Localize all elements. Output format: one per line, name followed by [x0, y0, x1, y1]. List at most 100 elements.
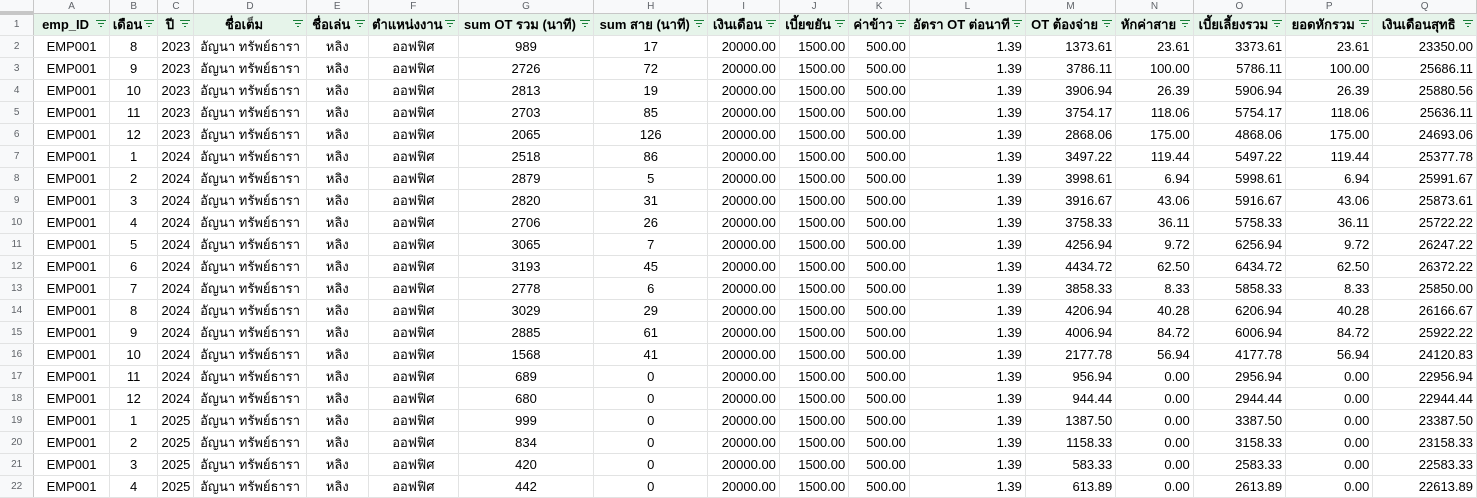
- table-cell[interactable]: 25991.67: [1372, 167, 1477, 190]
- table-cell[interactable]: 0.00: [1115, 431, 1194, 454]
- table-cell[interactable]: 6006.94: [1193, 321, 1287, 344]
- table-cell[interactable]: ออฟฟิศ: [368, 255, 459, 278]
- table-cell[interactable]: ออฟฟิศ: [368, 211, 459, 234]
- table-cell[interactable]: EMP001: [33, 35, 110, 58]
- table-cell[interactable]: หลิง: [306, 101, 369, 124]
- table-cell[interactable]: อัญนา ทรัพย์ธารา: [193, 387, 307, 410]
- table-cell[interactable]: 0.00: [1285, 387, 1374, 410]
- table-cell[interactable]: 2813: [458, 79, 595, 102]
- table-cell[interactable]: หลิง: [306, 475, 369, 498]
- table-cell[interactable]: 6.94: [1115, 167, 1194, 190]
- table-cell[interactable]: 0.00: [1115, 387, 1194, 410]
- column-header-a[interactable]: A: [33, 0, 110, 14]
- table-cell[interactable]: 1.39: [909, 35, 1026, 58]
- table-cell[interactable]: 2025: [157, 431, 195, 454]
- header-cell[interactable]: อัตรา OT ต่อนาที: [909, 13, 1026, 36]
- filter-icon[interactable]: [1359, 19, 1370, 29]
- table-cell[interactable]: 20000.00: [707, 123, 780, 146]
- table-cell[interactable]: 56.94: [1285, 343, 1374, 366]
- table-cell[interactable]: 500.00: [848, 365, 910, 388]
- table-cell[interactable]: อัญนา ทรัพย์ธารา: [193, 475, 307, 498]
- table-cell[interactable]: 1: [109, 145, 159, 168]
- table-cell[interactable]: อัญนา ทรัพย์ธารา: [193, 233, 307, 256]
- table-cell[interactable]: 1500.00: [779, 343, 850, 366]
- table-cell[interactable]: 23158.33: [1372, 431, 1477, 454]
- table-cell[interactable]: 2024: [157, 211, 195, 234]
- table-cell[interactable]: อัญนา ทรัพย์ธารา: [193, 35, 307, 58]
- table-cell[interactable]: 4206.94: [1025, 299, 1117, 322]
- header-cell[interactable]: ตำแหน่งงาน: [368, 13, 459, 36]
- table-cell[interactable]: 12: [109, 387, 159, 410]
- table-cell[interactable]: 3754.17: [1025, 101, 1117, 124]
- table-cell[interactable]: 1.39: [909, 431, 1026, 454]
- table-cell[interactable]: 7: [593, 233, 709, 256]
- table-cell[interactable]: 84.72: [1115, 321, 1194, 344]
- table-cell[interactable]: 3497.22: [1025, 145, 1117, 168]
- table-cell[interactable]: 2944.44: [1193, 387, 1287, 410]
- table-cell[interactable]: 2024: [157, 321, 195, 344]
- table-cell[interactable]: 1.39: [909, 167, 1026, 190]
- table-cell[interactable]: 2024: [157, 365, 195, 388]
- row-number[interactable]: 16: [0, 343, 35, 366]
- table-cell[interactable]: EMP001: [33, 145, 110, 168]
- table-cell[interactable]: 8: [109, 299, 159, 322]
- table-cell[interactable]: 23.61: [1115, 35, 1194, 58]
- table-cell[interactable]: 36.11: [1285, 211, 1374, 234]
- header-cell[interactable]: เบี้ยขยัน: [779, 13, 850, 36]
- table-cell[interactable]: 3916.67: [1025, 189, 1117, 212]
- table-cell[interactable]: 500.00: [848, 79, 910, 102]
- table-cell[interactable]: 24693.06: [1372, 123, 1477, 146]
- table-cell[interactable]: 6.94: [1285, 167, 1374, 190]
- table-cell[interactable]: 0.00: [1115, 475, 1194, 498]
- table-cell[interactable]: ออฟฟิศ: [368, 123, 459, 146]
- table-cell[interactable]: 20000.00: [707, 167, 780, 190]
- row-number[interactable]: 3: [0, 57, 35, 80]
- table-cell[interactable]: 0: [593, 387, 709, 410]
- table-cell[interactable]: 2025: [157, 475, 195, 498]
- header-cell[interactable]: ชื่อเล่น: [306, 13, 369, 36]
- table-cell[interactable]: อัญนา ทรัพย์ธารา: [193, 277, 307, 300]
- select-all-corner[interactable]: [0, 0, 35, 15]
- table-cell[interactable]: 3906.94: [1025, 79, 1117, 102]
- table-cell[interactable]: 1500.00: [779, 233, 850, 256]
- table-cell[interactable]: 3029: [458, 299, 595, 322]
- table-cell[interactable]: EMP001: [33, 123, 110, 146]
- filter-icon[interactable]: [144, 19, 155, 29]
- table-cell[interactable]: 2024: [157, 233, 195, 256]
- column-header-h[interactable]: H: [593, 0, 709, 14]
- table-cell[interactable]: หลิง: [306, 453, 369, 476]
- table-cell[interactable]: หลิง: [306, 343, 369, 366]
- table-cell[interactable]: 500.00: [848, 255, 910, 278]
- table-cell[interactable]: 1568: [458, 343, 595, 366]
- table-cell[interactable]: 23387.50: [1372, 409, 1477, 432]
- table-cell[interactable]: 118.06: [1285, 101, 1374, 124]
- table-cell[interactable]: 2025: [157, 453, 195, 476]
- table-cell[interactable]: 2024: [157, 277, 195, 300]
- table-cell[interactable]: 2726: [458, 57, 595, 80]
- table-cell[interactable]: 500.00: [848, 233, 910, 256]
- table-cell[interactable]: 999: [458, 409, 595, 432]
- filter-icon[interactable]: [95, 19, 106, 29]
- table-cell[interactable]: 22583.33: [1372, 453, 1477, 476]
- table-cell[interactable]: อัญนา ทรัพย์ธารา: [193, 57, 307, 80]
- table-cell[interactable]: ออฟฟิศ: [368, 145, 459, 168]
- table-cell[interactable]: 3786.11: [1025, 57, 1117, 80]
- table-cell[interactable]: อัญนา ทรัพย์ธารา: [193, 299, 307, 322]
- table-cell[interactable]: 6: [109, 255, 159, 278]
- table-cell[interactable]: 3158.33: [1193, 431, 1287, 454]
- table-cell[interactable]: 1.39: [909, 79, 1026, 102]
- table-cell[interactable]: 1500.00: [779, 123, 850, 146]
- table-cell[interactable]: 0: [593, 431, 709, 454]
- table-cell[interactable]: 2023: [157, 57, 195, 80]
- column-header-g[interactable]: G: [458, 0, 595, 14]
- table-cell[interactable]: 1500.00: [779, 255, 850, 278]
- table-cell[interactable]: 2820: [458, 189, 595, 212]
- row-number[interactable]: 22: [0, 475, 35, 498]
- table-cell[interactable]: 119.44: [1115, 145, 1194, 168]
- table-cell[interactable]: อัญนา ทรัพย์ธารา: [193, 343, 307, 366]
- table-cell[interactable]: 1.39: [909, 299, 1026, 322]
- table-cell[interactable]: 4: [109, 211, 159, 234]
- table-cell[interactable]: 22956.94: [1372, 365, 1477, 388]
- table-cell[interactable]: อัญนา ทรัพย์ธารา: [193, 409, 307, 432]
- filter-icon[interactable]: [1011, 19, 1022, 29]
